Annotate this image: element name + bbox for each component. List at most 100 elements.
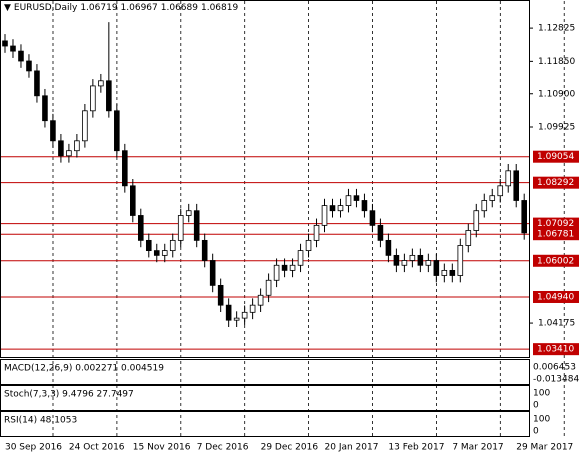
rsi-frame [0, 411, 530, 437]
x-tick-label: 7 Mar 2017 [452, 443, 503, 453]
candle-body [481, 200, 488, 212]
stoch-frame [0, 385, 530, 411]
candle-body [273, 264, 280, 281]
macd-frame [0, 359, 530, 385]
ohlc: 1.06819 [200, 3, 239, 13]
candle-body [393, 254, 400, 266]
candle-body [305, 239, 312, 252]
candle-body [106, 80, 112, 112]
candle-body [497, 185, 504, 197]
candle-body [409, 254, 416, 261]
level-tag [533, 176, 579, 189]
candle-body [353, 195, 360, 201]
x-tick-label: 29 Dec 2016 [261, 443, 319, 453]
candle-body [441, 269, 448, 276]
candle-body [82, 110, 88, 142]
candle-body [217, 284, 224, 306]
level-tag [533, 343, 579, 356]
x-tick-label: 13 Feb 2017 [388, 443, 444, 453]
y-tick-label: 1.12825 [538, 24, 575, 34]
candle-body [185, 210, 192, 216]
candle-body [361, 200, 368, 212]
panel-label: RSI(14) 48.1053 [4, 416, 77, 426]
candle-body [289, 264, 296, 271]
level-tag [533, 254, 579, 267]
candle-body [169, 239, 176, 252]
candle-body [209, 260, 216, 286]
candle-body [505, 170, 512, 187]
main-frame [0, 0, 530, 358]
panel-scale-label: 0 [533, 401, 539, 411]
x-tick-label: 24 Oct 2016 [69, 443, 125, 453]
candle-body [50, 120, 56, 142]
y-tick-label: 1.04175 [538, 319, 575, 329]
candle-body [153, 250, 160, 256]
candle-body [457, 245, 464, 276]
candle-body [513, 170, 520, 201]
candle-body [137, 215, 144, 241]
candle-body [66, 150, 72, 157]
candle-body [249, 304, 256, 313]
candle-body [521, 200, 528, 234]
candle-body [425, 260, 432, 266]
candle-body [329, 205, 336, 212]
level-tag [533, 228, 579, 241]
panel-label: Stoch(7,3,3) 9.4796 27.7497 [4, 390, 134, 400]
level-label: 1.06002 [537, 256, 574, 266]
candle-body [233, 317, 240, 321]
candle-body [473, 210, 480, 231]
candle-body [433, 260, 440, 276]
candle-body [297, 250, 304, 266]
level-tag [533, 290, 579, 303]
candle-body [489, 195, 496, 201]
panel-scale-label: -0.013484 [533, 375, 579, 385]
candle-body [369, 210, 376, 226]
x-tick-label: 7 Dec 2016 [197, 443, 249, 453]
level-label: 1.08292 [537, 178, 574, 188]
candle-body [241, 311, 248, 319]
candle-body [377, 224, 384, 241]
candle-body [193, 210, 200, 241]
candle-body [281, 264, 288, 271]
candle-body [122, 150, 128, 187]
candle-body [74, 140, 80, 152]
candle-body [10, 45, 16, 52]
candle-body [2, 40, 8, 47]
level-tag [533, 217, 579, 230]
level-label: 1.07092 [537, 219, 574, 229]
panel-scale-label: 100 [533, 415, 550, 425]
candle-body [385, 239, 392, 256]
x-tick-label: 20 Jan 2017 [325, 443, 379, 453]
candle-body [177, 215, 184, 241]
level-label: 1.06781 [537, 230, 574, 240]
y-tick-label: 1.10900 [538, 89, 575, 99]
level-label: 1.09054 [537, 152, 574, 162]
candle-body [201, 239, 208, 261]
candle-body [90, 85, 96, 112]
candle-body [313, 224, 320, 241]
ohlc: 1.06719 [80, 3, 118, 13]
y-tick-label: 1.09925 [538, 122, 575, 132]
candle-body [225, 304, 232, 321]
candle-body [161, 250, 168, 256]
header: ▼ EURUSD,Daily 1.06719 1.06967 1.06689 1.0681… [4, 3, 241, 13]
candle-body [145, 239, 152, 252]
y-tick-label: 1.11850 [538, 57, 575, 67]
candle-body [98, 80, 104, 87]
panel-label: MACD(12,26,9) 0.002271 0.004519 [4, 364, 164, 374]
candle-body [345, 195, 352, 206]
candle-body [42, 95, 48, 122]
candle-body [321, 205, 328, 226]
level-label: 1.03410 [537, 345, 574, 355]
panel-scale-label: 100 [533, 389, 550, 399]
level-label: 1.04940 [537, 292, 574, 302]
candle-body [58, 140, 64, 157]
candle-body [449, 269, 456, 276]
candle-body [265, 279, 272, 296]
candle-body [401, 260, 408, 266]
candle-body [114, 110, 120, 152]
x-tick-label: 15 Nov 2016 [133, 443, 191, 453]
candle-body [18, 50, 24, 62]
